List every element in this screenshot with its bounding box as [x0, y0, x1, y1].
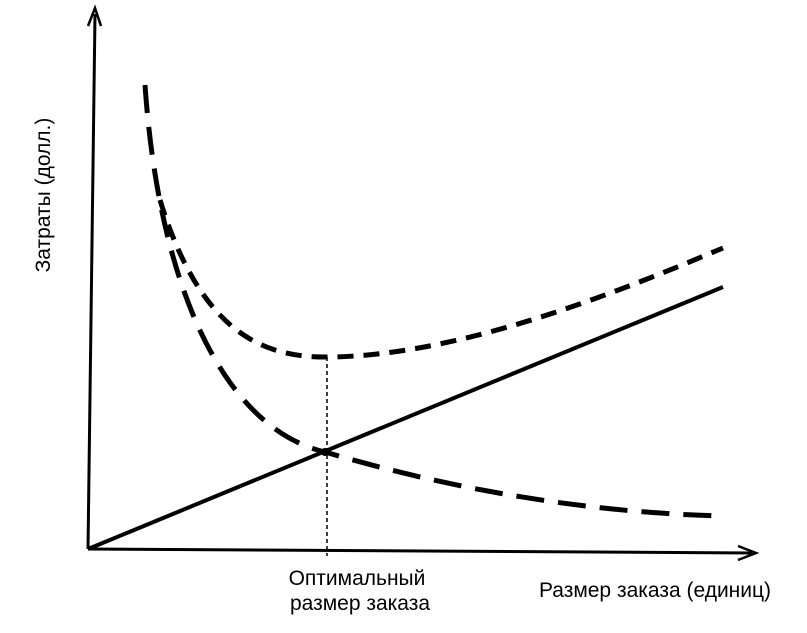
x-axis: [87, 547, 753, 555]
annotation-line: размер заказа: [290, 592, 430, 615]
y-axis: [86, 13, 97, 550]
total-cost-curve: [157, 199, 724, 360]
annotation-line: Оптимальный: [289, 567, 426, 590]
y-axis-arrow: [86, 4, 103, 27]
x-axis-arrow: [737, 544, 760, 562]
intersection-point: [321, 448, 329, 456]
y-axis-label: Затраты (долл.): [32, 118, 55, 273]
x-axis-label: Размер заказа (единиц): [539, 579, 771, 602]
holding-cost-line: [87, 285, 724, 551]
